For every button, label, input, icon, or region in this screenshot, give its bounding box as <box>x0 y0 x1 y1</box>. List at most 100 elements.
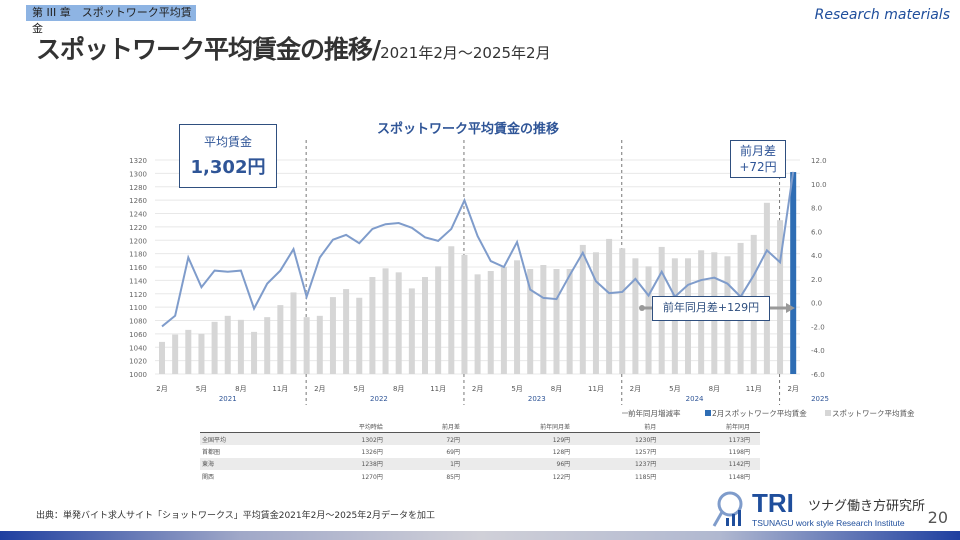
highlight-bar <box>790 172 797 374</box>
table-cell: 1270円 <box>361 473 383 481</box>
left-axis-tick: 1280 <box>129 184 147 192</box>
right-axis-tick: 8.0 <box>811 205 822 213</box>
table-cell: 69円 <box>446 448 460 456</box>
legend-bar-swatch <box>825 410 831 416</box>
wage-bar <box>435 266 442 374</box>
mom-diff-callout: 前月差 +72円 <box>730 140 786 178</box>
month-label: 11月 <box>746 385 762 393</box>
wage-bar <box>777 220 784 374</box>
right-axis-tick: 10.0 <box>811 181 827 189</box>
month-label: 8月 <box>235 385 246 393</box>
table-cell: 関西 <box>202 473 215 481</box>
table-cell: 全国平均 <box>200 432 300 445</box>
legend-feb-wage: 2月スポットワーク平均賃金 <box>712 408 807 418</box>
year-label: 2022 <box>370 395 388 403</box>
wage-bar <box>264 317 271 374</box>
table-cell: 1230円 <box>580 432 667 445</box>
wage-bar <box>461 254 468 374</box>
year-label: 2021 <box>219 395 237 403</box>
table-cell: 1173円 <box>666 432 760 445</box>
average-wage-callout: 平均賃金 1,302円 <box>179 124 277 188</box>
table-header: 前月差 <box>392 420 470 433</box>
left-axis-tick: 1140 <box>129 277 147 285</box>
table-cell: 128円 <box>552 448 571 456</box>
title-main: スポットワーク平均賃金の推移/ <box>36 35 381 64</box>
table-header <box>200 420 300 433</box>
table-cell: 129円 <box>469 432 581 445</box>
right-axis-tick: 6.0 <box>811 228 822 236</box>
table-header: 前年同月差 <box>469 420 581 433</box>
table-cell: 1148円 <box>728 473 750 481</box>
wage-bar <box>487 271 494 374</box>
wage-bar <box>343 289 350 374</box>
month-label: 8月 <box>551 385 562 393</box>
table-cell: 1326円 <box>361 448 383 456</box>
right-axis-tick: 2.0 <box>811 276 822 284</box>
chapter-label: 第 III 章 スポットワーク平均賃金 <box>26 5 196 35</box>
chart-title: スポットワーク平均賃金の推移 <box>377 121 559 137</box>
tri-logo: TRI ツナグ働き方研究所 TSUNAGU work style Researc… <box>712 488 925 530</box>
left-axis-tick: 1180 <box>129 251 147 259</box>
page-number: 20 <box>927 508 948 527</box>
table-cell: 1302円 <box>299 432 393 445</box>
table-cell: 1238円 <box>299 457 393 470</box>
table-header: 前年同月 <box>666 420 760 433</box>
right-axis-tick: -6.0 <box>811 371 825 379</box>
title-period: 2021年2月～2025年2月 <box>380 44 551 62</box>
yoy-diff-callout: 前年同月差+129円 <box>652 296 770 321</box>
logo-jp: ツナグ働き方研究所 <box>808 498 926 513</box>
right-axis-tick: 12.0 <box>811 157 827 165</box>
wage-bar <box>619 248 626 374</box>
yoy-arrow-head <box>786 303 795 313</box>
wage-bar <box>329 297 336 374</box>
table-cell: 1257円 <box>635 448 657 456</box>
wage-bar <box>763 202 770 374</box>
wage-bar <box>632 258 639 374</box>
month-label: 11月 <box>588 385 604 393</box>
wage-bar <box>422 277 428 374</box>
legend-highlight-swatch <box>705 410 711 416</box>
wage-bar <box>185 329 192 374</box>
left-axis-tick: 1260 <box>129 197 147 205</box>
table-row: 全国平均 1302円 72円 129円 1230円 1173円 <box>200 432 760 445</box>
left-axis-tick: 1200 <box>129 237 147 245</box>
year-label: 2024 <box>686 395 704 403</box>
month-label: 8月 <box>393 385 404 393</box>
wage-bar <box>277 305 284 374</box>
table-cell: 85円 <box>446 473 460 481</box>
right-axis-tick: 0.0 <box>811 300 822 308</box>
average-wage-value: 1,302円 <box>190 157 266 178</box>
left-axis-tick: 1060 <box>129 331 147 339</box>
month-label: 5月 <box>669 385 680 393</box>
bottom-gradient-bar <box>0 531 960 540</box>
wage-bar <box>540 264 547 374</box>
legend-yoy: 前年同月増減率 <box>628 408 681 418</box>
month-label: 11月 <box>272 385 288 393</box>
wage-bar <box>527 269 534 374</box>
month-label: 5月 <box>511 385 522 393</box>
yoy-arrow-tail <box>639 305 645 311</box>
wage-bar <box>408 288 415 374</box>
wage-bar <box>356 297 363 374</box>
wage-bar <box>645 266 652 374</box>
wage-bar <box>395 272 402 374</box>
wage-bar <box>198 333 205 374</box>
regional-wage-table: 平均時給 前月差 前年同月差 前月 前年同月 全国平均 1302円 72円 129円 1230円… <box>200 420 760 483</box>
source-note: 出典：単発バイト求人サイト「ショットワークス」平均賃金2021年2月～2025年… <box>36 511 435 521</box>
wage-bar <box>500 267 507 374</box>
wage-bar <box>553 269 560 374</box>
month-label: 2月 <box>630 385 641 393</box>
wage-bar <box>514 260 521 374</box>
left-axis-tick: 1240 <box>129 211 147 219</box>
legend-wage: スポットワーク平均賃金 <box>832 408 915 418</box>
month-label: 5月 <box>354 385 365 393</box>
table-header: 平均時給 <box>299 420 393 433</box>
table-cell: 1円 <box>392 457 470 470</box>
magnifier-chart-icon <box>712 491 743 527</box>
wage-bar <box>303 317 310 374</box>
wage-bar <box>592 252 599 374</box>
table-cell: 1198円 <box>728 448 750 456</box>
table-cell: 東海 <box>200 457 300 470</box>
month-label: 2月 <box>314 385 325 393</box>
wage-bar <box>579 244 586 374</box>
